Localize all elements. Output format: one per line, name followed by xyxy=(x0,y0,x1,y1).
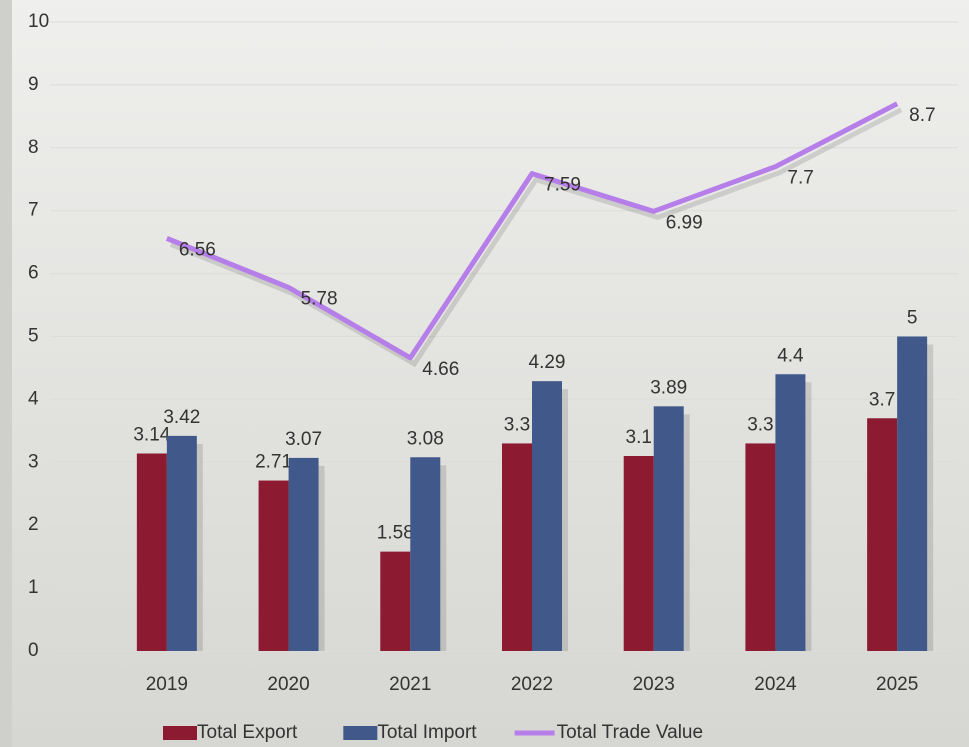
data-label: 3.08 xyxy=(407,428,444,449)
legend-label: Total Import xyxy=(377,722,477,743)
legend-swatch xyxy=(163,726,197,740)
legend-swatch xyxy=(343,726,378,740)
x-tick-label: 2020 xyxy=(267,674,309,695)
bar xyxy=(166,435,197,651)
y-tick-label: 9 xyxy=(28,74,39,95)
x-tick-label: 2023 xyxy=(633,674,675,695)
x-tick-label: 2024 xyxy=(754,674,797,695)
data-label: 3.3 xyxy=(504,414,530,435)
bar xyxy=(867,418,898,651)
y-tick-label: 5 xyxy=(28,326,39,347)
data-label: 7.7 xyxy=(787,168,813,189)
bar xyxy=(532,381,562,651)
y-tick-label: 8 xyxy=(28,137,39,158)
data-label: 6.99 xyxy=(666,212,703,233)
y-tick-label: 6 xyxy=(28,263,39,284)
data-label: 5 xyxy=(907,308,918,329)
x-tick-label: 2025 xyxy=(876,674,918,695)
bar xyxy=(502,443,532,651)
line-shadow xyxy=(169,107,903,368)
y-tick-label: 1 xyxy=(28,577,39,598)
x-tick-label: 2022 xyxy=(511,674,553,695)
legend-label: Total Trade Value xyxy=(557,722,703,743)
bar xyxy=(410,457,441,651)
bar xyxy=(897,336,928,651)
x-tick-label: 2021 xyxy=(389,674,431,695)
side-strip xyxy=(0,0,12,747)
y-tick-label: 0 xyxy=(28,640,39,661)
bar xyxy=(775,374,806,651)
line xyxy=(165,101,899,361)
bar xyxy=(380,551,411,651)
data-label: 7.59 xyxy=(544,175,581,196)
data-label: 4.29 xyxy=(529,352,566,373)
y-tick-label: 10 xyxy=(28,11,49,32)
y-tick-label: 7 xyxy=(28,200,39,221)
y-tick-label: 4 xyxy=(28,388,39,409)
bar xyxy=(258,480,289,651)
data-label: 3.14 xyxy=(133,425,170,446)
data-label: 3.1 xyxy=(626,427,652,448)
bar xyxy=(653,406,684,651)
data-label: 8.7 xyxy=(909,105,935,126)
data-label: 1.58 xyxy=(377,523,414,544)
bar xyxy=(288,457,319,651)
y-tick-label: 2 xyxy=(28,514,39,535)
data-label: 2.71 xyxy=(255,452,292,473)
bar xyxy=(745,443,776,651)
legend-label: Total Export xyxy=(197,722,298,743)
x-tick-label: 2019 xyxy=(146,674,188,695)
data-label: 5.78 xyxy=(301,288,338,309)
bar xyxy=(623,456,654,651)
data-label: 3.3 xyxy=(747,414,773,435)
bar xyxy=(136,453,167,651)
y-tick-label: 3 xyxy=(28,451,39,472)
data-label: 3.07 xyxy=(285,429,322,450)
data-label: 3.7 xyxy=(869,389,895,410)
data-label: 3.42 xyxy=(163,407,200,428)
data-label: 6.56 xyxy=(179,239,216,260)
data-label: 4.4 xyxy=(777,345,804,366)
data-label: 4.66 xyxy=(422,359,459,380)
data-label: 3.89 xyxy=(650,377,687,398)
